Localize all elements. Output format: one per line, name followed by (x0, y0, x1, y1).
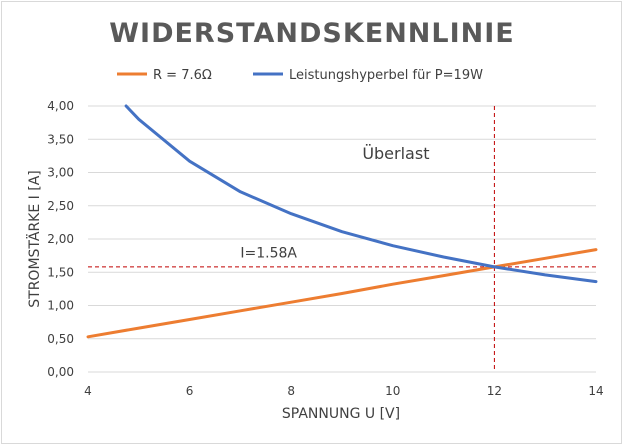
x-axis-ticks: 4 6 8 10 12 14 (84, 384, 603, 398)
x-tick-label: 12 (487, 384, 502, 398)
x-tick-label: 6 (186, 384, 194, 398)
annotation-1: Überlast (362, 144, 429, 163)
x-axis-title: SPANNUNG U [V] (282, 406, 400, 422)
y-tick-label: 3,50 (47, 132, 74, 146)
y-tick-label: 4,00 (47, 99, 74, 113)
y-tick-label: 1,00 (47, 299, 74, 313)
y-tick-label: 1,50 (47, 265, 74, 279)
y-tick-label: 0,00 (47, 365, 74, 379)
x-tick-label: 4 (84, 384, 92, 398)
y-axis-ticks: 0,00 0,50 1,00 1,50 2,00 2,50 3,00 3,50 4,00 (47, 99, 74, 379)
y-tick-label: 2,00 (47, 232, 74, 246)
legend-label-series-2: Leistungshyperbel für P=19W (289, 68, 483, 83)
gridlines (88, 105, 596, 373)
y-axis-title: STROMSTÄRKE I [A] (25, 170, 43, 307)
y-tick-label: 3,00 (47, 166, 74, 180)
legend: R = 7.6Ω Leistungshyperbel für P=19W (117, 68, 483, 83)
series-line-2 (124, 104, 598, 284)
series-line-1 (86, 248, 598, 339)
x-tick-label: 14 (588, 384, 603, 398)
annotation-2: I=1.58A (240, 246, 297, 262)
reference-lines (88, 106, 596, 372)
series-lines (86, 104, 598, 339)
legend-label-series-1: R = 7.6Ω (153, 68, 212, 83)
x-tick-label: 10 (385, 384, 400, 398)
x-tick-label: 8 (287, 384, 295, 398)
y-tick-label: 2,50 (47, 199, 74, 213)
chart-title: WIDERSTANDSKENNLINIE (109, 18, 515, 49)
y-tick-label: 0,50 (47, 332, 74, 346)
annotations: Überlast I=1.58A (240, 144, 429, 261)
